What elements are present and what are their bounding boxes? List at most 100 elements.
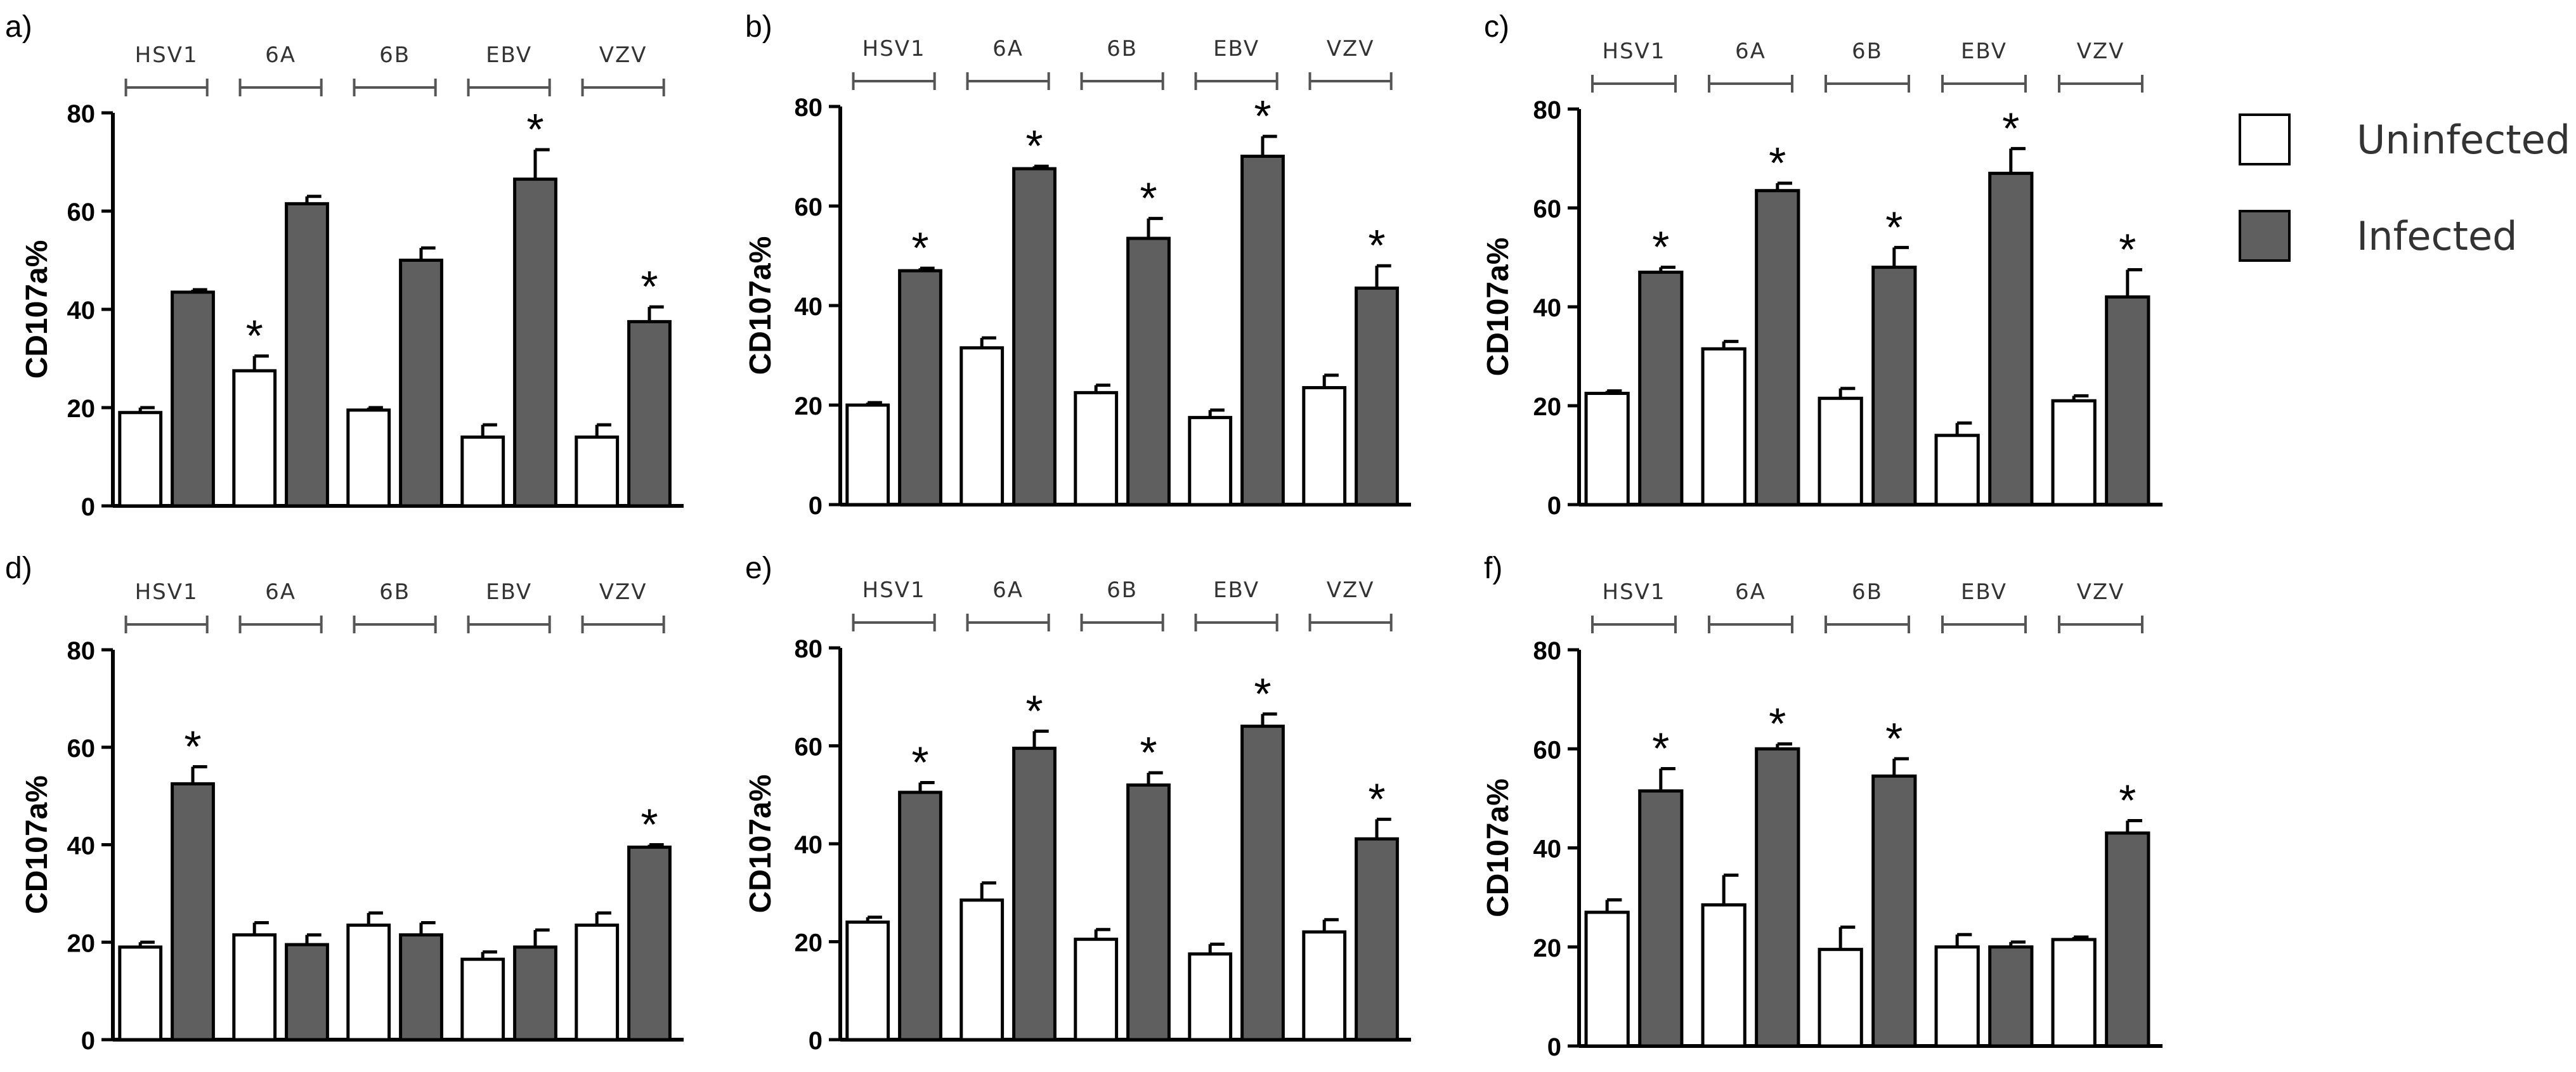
bar-uninfected (1701, 903, 1747, 1048)
significance-marker: * (911, 223, 928, 273)
significance-marker: * (1025, 686, 1043, 735)
chart-panel-2: b) CD107a% 0 20 40 60 80 HSV1 * 6A * 6B * EBV * VZV * (744, 10, 1411, 520)
bar-uninfected (845, 403, 890, 507)
significance-marker: * (184, 722, 201, 772)
bar-infected (1355, 287, 1399, 507)
significance-marker: * (641, 800, 658, 849)
y-axis-label: CD107a% (20, 775, 54, 914)
panel-label: b) (745, 10, 772, 44)
y-tick-label: 40 (1533, 294, 1562, 322)
chart-panel-3: c) CD107a% 0 20 40 60 80 HSV1 * 6A * 6B * EBV * VZV * (1481, 10, 2163, 520)
bar-uninfected (575, 923, 620, 1042)
significance-marker: * (1368, 221, 1385, 270)
group-label: 6B (1852, 579, 1883, 605)
y-tick-label: 20 (795, 392, 823, 420)
y-tick-label: 40 (1533, 836, 1562, 863)
significance-marker: * (246, 311, 263, 361)
significance-marker: * (2119, 225, 2136, 274)
y-tick-label: 20 (1533, 393, 1562, 421)
group-label: VZV (2077, 39, 2125, 64)
bar-uninfected (1302, 930, 1347, 1042)
group-label: 6A (992, 578, 1024, 603)
significance-marker: * (1885, 202, 1903, 252)
y-tick-label: 80 (1533, 637, 1562, 665)
y-tick-label: 80 (1533, 96, 1562, 124)
panel-label: e) (745, 552, 772, 585)
y-tick-label: 60 (67, 735, 96, 763)
y-tick-label: 60 (795, 193, 823, 221)
y-tick-label: 40 (67, 832, 96, 860)
bar-uninfected (1584, 392, 1630, 507)
bar-uninfected (232, 933, 277, 1042)
bar-infected (1988, 945, 2034, 1048)
bar-infected (1755, 189, 1800, 507)
bar-uninfected (1584, 910, 1630, 1048)
bar-infected (898, 269, 942, 507)
group-label: 6A (1735, 579, 1766, 605)
group-label: 6B (379, 42, 410, 68)
group-label: EBV (1961, 39, 2007, 64)
y-tick-label: 0 (809, 1027, 823, 1055)
significance-marker: * (1140, 174, 1157, 223)
legend: Uninfected Infected (2239, 111, 2570, 304)
bar-uninfected (1074, 938, 1119, 1042)
y-tick-label: 80 (67, 637, 96, 665)
bar-uninfected (346, 408, 391, 508)
significance-marker: * (1652, 724, 1669, 773)
bar-uninfected (1188, 952, 1233, 1042)
bar-infected (399, 259, 443, 508)
y-tick-label: 40 (795, 831, 823, 859)
significance-marker: * (1254, 669, 1271, 718)
chart-panel-1: a) CD107a% 0 20 40 60 80 HSV1 6A * 6B EBV * VZV * (5, 10, 684, 521)
group-label: 6A (992, 36, 1024, 61)
bar-infected (1638, 270, 1684, 507)
group-label: HSV1 (862, 36, 926, 61)
bar-uninfected (232, 369, 277, 508)
group-label: EBV (486, 579, 532, 605)
group-label: HSV1 (862, 578, 926, 603)
group-label: EBV (1213, 36, 1259, 61)
bar-uninfected (575, 436, 620, 508)
y-tick-label: 80 (67, 100, 96, 128)
bar-uninfected (959, 346, 1005, 507)
bar-infected (171, 782, 215, 1042)
group-label: VZV (599, 579, 647, 605)
bar-infected (2105, 831, 2150, 1048)
chart-panel-4: d) CD107a% 0 20 40 60 80 HSV1 * 6A 6B EBV VZV * (5, 552, 684, 1055)
bar-uninfected (118, 945, 163, 1042)
y-tick-label: 0 (1547, 492, 1561, 520)
group-label: HSV1 (135, 579, 198, 605)
bar-uninfected (845, 920, 890, 1042)
bar-infected (627, 320, 672, 508)
bar-uninfected (460, 957, 505, 1042)
significance-marker: * (1769, 699, 1786, 748)
bar-uninfected (346, 923, 391, 1042)
bar-uninfected (2051, 399, 2097, 507)
significance-marker: * (1368, 774, 1385, 823)
bar-uninfected (1302, 386, 1347, 507)
panel-label: a) (5, 10, 32, 44)
bar-infected (1871, 774, 1917, 1048)
bar-infected (399, 933, 443, 1042)
y-tick-label: 20 (1533, 934, 1562, 962)
bar-infected (898, 791, 942, 1042)
group-label: 6B (1107, 578, 1138, 603)
y-tick-label: 20 (67, 929, 96, 957)
group-label: VZV (599, 42, 647, 68)
significance-marker: * (641, 262, 658, 311)
y-tick-label: 20 (67, 395, 96, 423)
panel-label: d) (5, 552, 32, 585)
y-tick-label: 0 (1547, 1033, 1561, 1061)
significance-marker: * (1025, 121, 1043, 171)
significance-marker: * (1769, 138, 1786, 188)
legend-label-uninfected: Uninfected (2357, 116, 2571, 163)
y-tick-label: 0 (81, 1027, 95, 1055)
legend-label-infected: Infected (2357, 212, 2518, 259)
group-label: EBV (1961, 579, 2007, 605)
bar-uninfected (2051, 938, 2097, 1048)
bar-infected (285, 202, 329, 508)
significance-marker: * (2119, 776, 2136, 825)
legend-item-uninfected: Uninfected (2239, 111, 2570, 168)
bar-infected (285, 943, 329, 1042)
group-label: HSV1 (1602, 39, 1665, 64)
